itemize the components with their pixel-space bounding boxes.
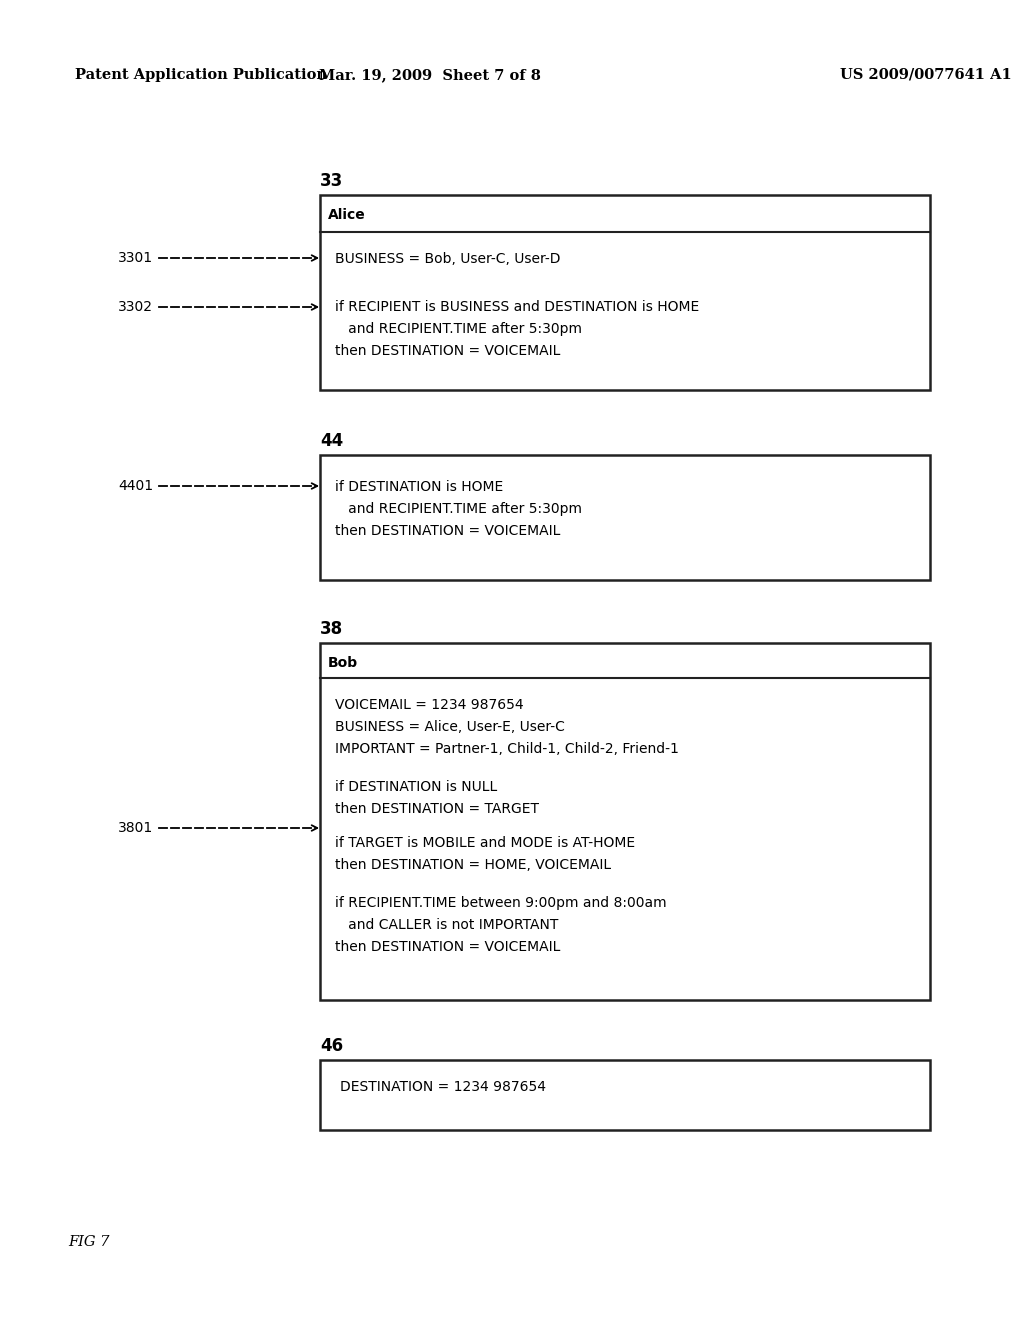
Text: BUSINESS = Alice, User-E, User-C: BUSINESS = Alice, User-E, User-C <box>335 719 565 734</box>
Text: 4401: 4401 <box>118 479 153 492</box>
Text: Patent Application Publication: Patent Application Publication <box>75 69 327 82</box>
Text: then DESTINATION = VOICEMAIL: then DESTINATION = VOICEMAIL <box>335 940 560 954</box>
Text: FIG 7: FIG 7 <box>68 1236 110 1249</box>
Bar <box>319 195 930 389</box>
Text: then DESTINATION = HOME, VOICEMAIL: then DESTINATION = HOME, VOICEMAIL <box>335 858 611 873</box>
Text: 38: 38 <box>319 620 343 638</box>
Text: then DESTINATION = VOICEMAIL: then DESTINATION = VOICEMAIL <box>335 524 560 539</box>
Bar <box>319 455 930 579</box>
Text: then DESTINATION = TARGET: then DESTINATION = TARGET <box>335 803 539 816</box>
Text: if RECIPIENT is BUSINESS and DESTINATION is HOME: if RECIPIENT is BUSINESS and DESTINATION… <box>335 300 699 314</box>
Text: US 2009/0077641 A1: US 2009/0077641 A1 <box>840 69 1012 82</box>
Text: Bob: Bob <box>328 656 358 671</box>
Text: Alice: Alice <box>328 209 366 222</box>
Text: if DESTINATION is NULL: if DESTINATION is NULL <box>335 780 498 795</box>
Text: BUSINESS = Bob, User-C, User-D: BUSINESS = Bob, User-C, User-D <box>335 252 560 267</box>
Text: 46: 46 <box>319 1038 343 1055</box>
Text: VOICEMAIL = 1234 987654: VOICEMAIL = 1234 987654 <box>335 698 523 711</box>
Text: IMPORTANT = Partner-1, Child-1, Child-2, Friend-1: IMPORTANT = Partner-1, Child-1, Child-2,… <box>335 742 679 756</box>
Text: if TARGET is MOBILE and MODE is AT-HOME: if TARGET is MOBILE and MODE is AT-HOME <box>335 836 635 850</box>
Text: 3301: 3301 <box>118 251 153 265</box>
Text: Mar. 19, 2009  Sheet 7 of 8: Mar. 19, 2009 Sheet 7 of 8 <box>319 69 541 82</box>
Text: and RECIPIENT.TIME after 5:30pm: and RECIPIENT.TIME after 5:30pm <box>335 322 582 337</box>
Bar <box>319 643 930 1001</box>
Bar <box>319 1060 930 1130</box>
Text: 3302: 3302 <box>118 300 153 314</box>
Text: if DESTINATION is HOME: if DESTINATION is HOME <box>335 480 503 494</box>
Text: DESTINATION = 1234 987654: DESTINATION = 1234 987654 <box>340 1080 546 1094</box>
Text: then DESTINATION = VOICEMAIL: then DESTINATION = VOICEMAIL <box>335 345 560 358</box>
Text: if RECIPIENT.TIME between 9:00pm and 8:00am: if RECIPIENT.TIME between 9:00pm and 8:0… <box>335 896 667 909</box>
Text: 44: 44 <box>319 432 343 450</box>
Text: and CALLER is not IMPORTANT: and CALLER is not IMPORTANT <box>335 917 558 932</box>
Text: 33: 33 <box>319 172 343 190</box>
Text: 3801: 3801 <box>118 821 153 836</box>
Text: and RECIPIENT.TIME after 5:30pm: and RECIPIENT.TIME after 5:30pm <box>335 502 582 516</box>
